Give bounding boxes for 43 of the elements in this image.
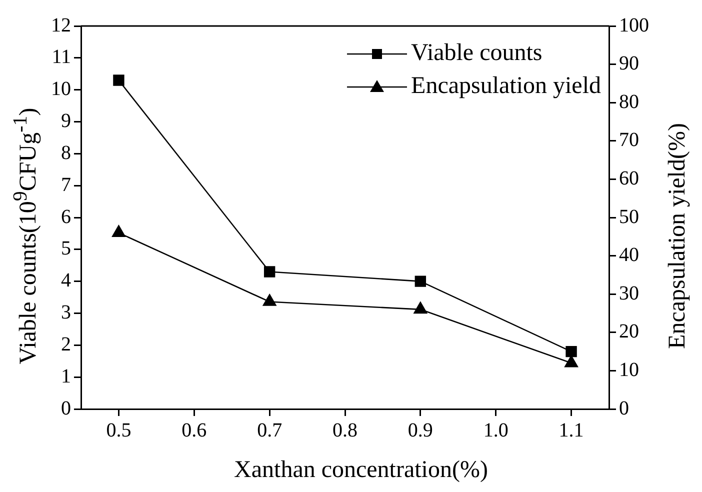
y2-tick-label: 90 [619, 52, 639, 75]
legend-label: Encapsulation yield [411, 73, 601, 100]
point [112, 225, 126, 237]
x-tick-label: 1.0 [483, 419, 508, 442]
y2-tick-label: 80 [619, 90, 639, 113]
y-tick-label: 3 [61, 302, 71, 324]
y-tick-label: 11 [52, 46, 71, 68]
point [113, 74, 124, 86]
x-tick-label: 0.8 [332, 419, 358, 442]
y2-tick-label: 20 [619, 320, 639, 343]
x-tick-label: 0.7 [257, 419, 282, 442]
point [262, 294, 276, 306]
y2-tick-label: 100 [619, 14, 649, 36]
y2-tick-label: 70 [619, 129, 639, 152]
y-tick-label: 1 [61, 365, 71, 388]
point [564, 355, 578, 368]
y-tick-label: 2 [61, 333, 71, 356]
y-tick-label: 7 [61, 174, 71, 196]
x-tick-label: 0.6 [182, 419, 207, 442]
y2-tick-label: 50 [619, 206, 639, 228]
x-tick-label: 1.1 [558, 419, 584, 442]
y2-tick-label: 0 [619, 397, 629, 420]
legend-label: Viable counts [411, 40, 542, 67]
y-tick-label: 9 [61, 110, 71, 132]
y2-tick-label: 10 [619, 358, 639, 381]
y-tick-label: 12 [51, 14, 71, 36]
point [414, 276, 426, 287]
x-tick-label: 0.9 [408, 419, 433, 442]
x-tick-label: 0.5 [106, 419, 132, 442]
point [264, 266, 276, 278]
y-tick-label: 5 [61, 238, 71, 260]
point [414, 302, 428, 314]
y2-tick-label: 40 [619, 244, 639, 266]
y2-axis-title: Encapsulation yield(%) [664, 123, 692, 349]
y-tick-label: 4 [61, 270, 71, 292]
y-tick-label: 8 [61, 142, 71, 164]
y-tick-label: 0 [61, 397, 71, 420]
y-tick-label: 6 [61, 206, 71, 228]
y2-tick-label: 60 [619, 167, 639, 190]
x-axis-title: Xanthan concentration(%) [233, 457, 489, 484]
point [566, 346, 577, 358]
y-tick-label: 10 [51, 78, 71, 100]
y2-tick-label: 30 [619, 282, 639, 304]
